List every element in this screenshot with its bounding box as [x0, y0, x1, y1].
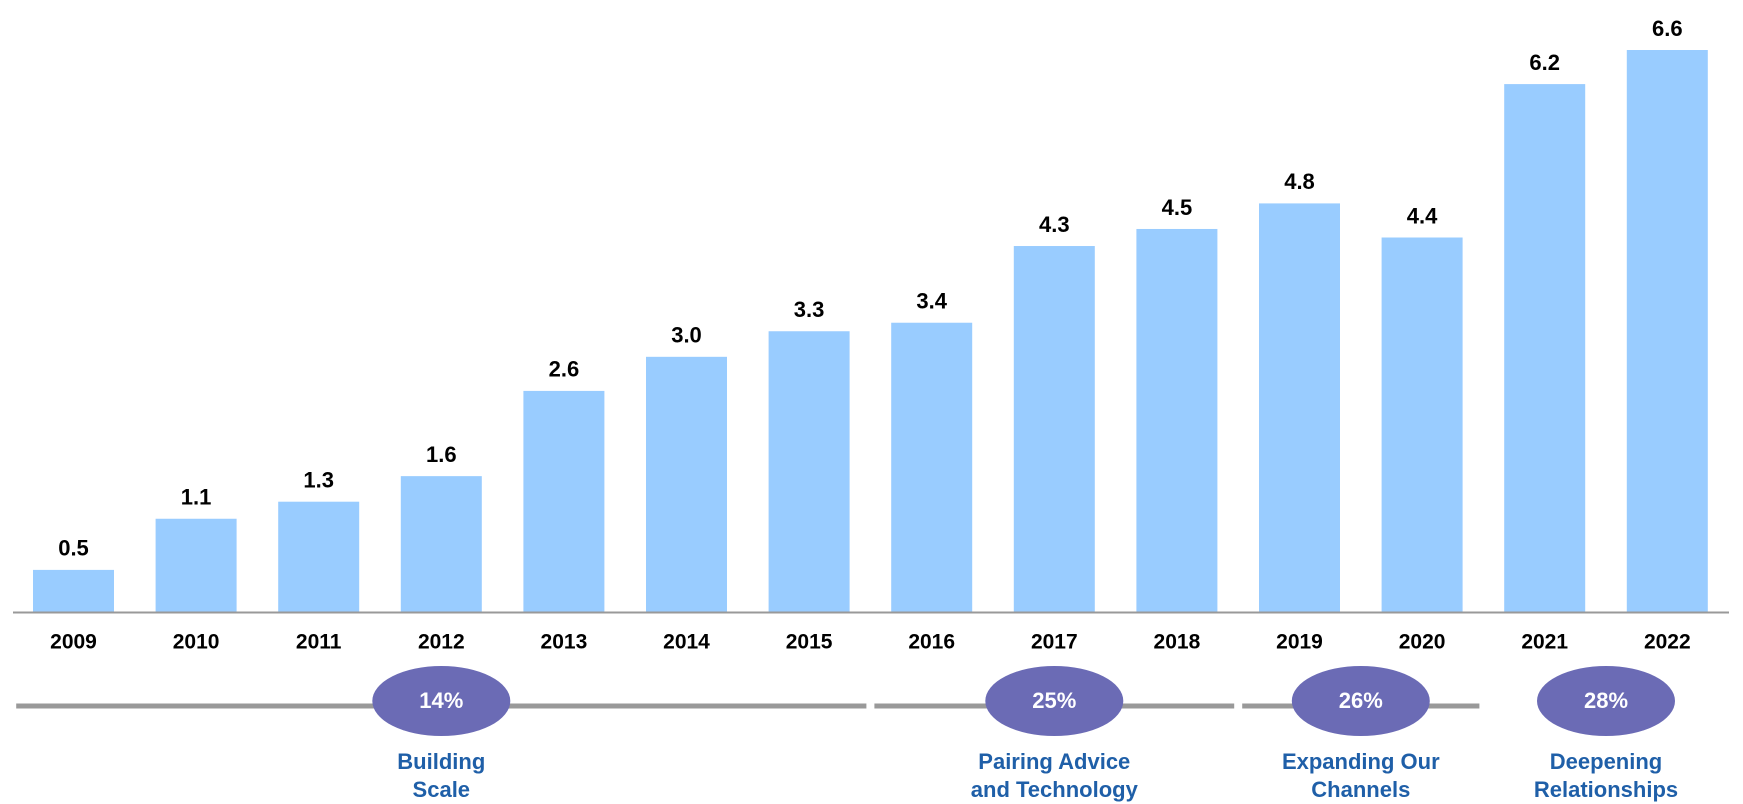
- period-oval: [985, 666, 1124, 736]
- x-tick-label: 2011: [296, 631, 342, 654]
- period-label: Channels: [1311, 777, 1410, 802]
- bar: [278, 501, 360, 613]
- x-tick-label: 2022: [1644, 631, 1691, 654]
- value-label: 4.5: [1162, 195, 1193, 220]
- x-tick-label: 2021: [1521, 631, 1568, 654]
- value-label: 3.0: [671, 323, 702, 348]
- period-oval: [372, 666, 511, 736]
- period-rate: 25%: [1032, 688, 1076, 713]
- value-label: 4.3: [1039, 212, 1070, 237]
- x-tick-label: 2018: [1154, 631, 1201, 654]
- bar: [1259, 203, 1340, 613]
- period-label: Deepening: [1550, 749, 1662, 774]
- bar: [1381, 237, 1463, 613]
- x-tick-label: 2014: [663, 631, 710, 654]
- value-label: 3.3: [794, 297, 825, 322]
- period-label: Pairing Advice: [978, 749, 1130, 774]
- bar: [400, 476, 482, 613]
- bar: [1013, 246, 1095, 613]
- period-rate: 14%: [419, 688, 463, 713]
- bar: [523, 390, 605, 613]
- value-label: 6.2: [1529, 50, 1560, 75]
- bar: [1626, 50, 1708, 613]
- value-label: 1.6: [426, 442, 457, 467]
- period-label: and Technology: [971, 777, 1139, 802]
- period-oval: [1537, 666, 1675, 736]
- x-tick-label: 2010: [173, 631, 220, 654]
- x-tick-label: 2009: [50, 631, 97, 654]
- period-label: Relationships: [1534, 777, 1678, 802]
- bar: [891, 322, 973, 613]
- x-tick-label: 2016: [908, 631, 955, 654]
- x-tick-label: 2015: [786, 631, 833, 654]
- x-tick-label: 2017: [1031, 631, 1078, 654]
- bar: [768, 331, 850, 613]
- bar: [1136, 228, 1218, 613]
- value-label: 1.3: [303, 468, 334, 493]
- period-label: Expanding Our: [1282, 749, 1440, 774]
- period-label: Scale: [413, 777, 471, 802]
- x-tick-label: 2019: [1276, 631, 1323, 654]
- value-label: 4.4: [1407, 203, 1438, 228]
- x-tick-label: 2013: [541, 631, 588, 654]
- bar: [1504, 84, 1586, 613]
- value-label: 0.5: [58, 536, 89, 561]
- value-label: 1.1: [181, 485, 212, 510]
- bar: [155, 518, 237, 613]
- period-rate: 26%: [1339, 688, 1383, 713]
- period-rate: 28%: [1584, 688, 1628, 713]
- value-label: 4.8: [1284, 169, 1315, 194]
- value-label: 6.6: [1652, 16, 1683, 41]
- period-label: Building: [397, 749, 485, 774]
- bar: [33, 569, 114, 613]
- bar: [646, 356, 727, 613]
- x-tick-label: 2020: [1399, 631, 1446, 654]
- value-label: 3.4: [916, 289, 947, 314]
- x-tick-label: 2012: [418, 631, 465, 654]
- period-oval: [1291, 666, 1430, 736]
- value-label: 2.6: [549, 357, 580, 382]
